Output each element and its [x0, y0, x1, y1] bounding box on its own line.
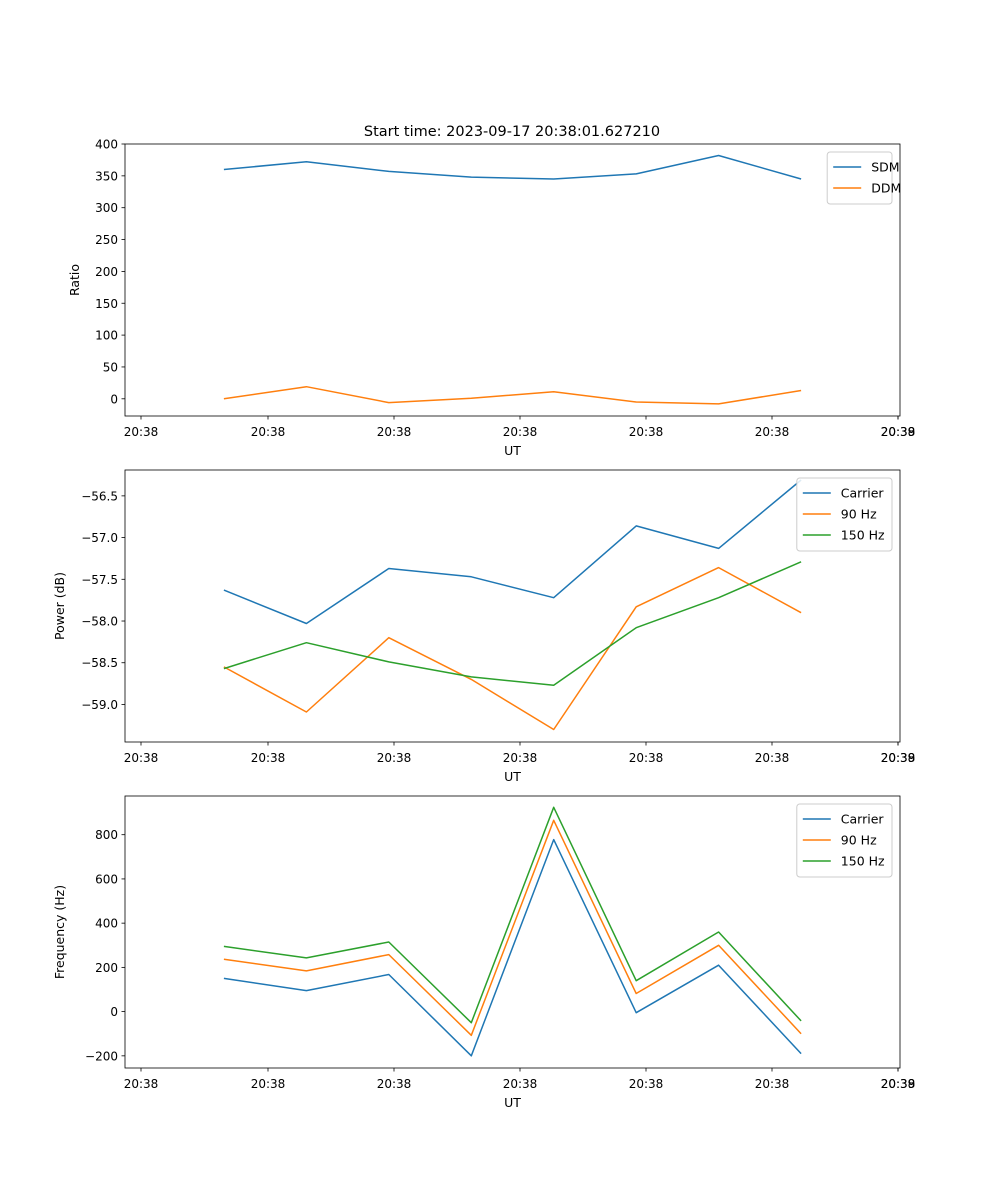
chart-panel-2: −59.0 −58.5 −58.0 −57.5 −57.0 −56.5 20:38 20:38…: [52, 469, 916, 784]
legend: Carrier 90 Hz 150 Hz: [796, 803, 893, 878]
x-tick-label: 20:38: [251, 1077, 286, 1091]
y-tick-label: 350: [95, 169, 118, 183]
y-tick-label: 400: [95, 917, 118, 931]
y-tick-label: 300: [95, 201, 118, 215]
y-tick-label: 250: [95, 233, 118, 247]
x-tick-label: 20:38: [755, 1077, 790, 1091]
figure-title: Start time: 2023-09-17 20:38:01.627210: [364, 124, 660, 140]
y-tick-label: 0: [110, 392, 118, 406]
series-line-ddm: [223, 385, 802, 405]
x-tick-label: 20:38: [124, 425, 159, 439]
y-tick-label: −57.5: [81, 573, 118, 587]
y-tick-label: −200: [85, 1049, 118, 1063]
x-tick-label: 20:38: [251, 751, 286, 765]
x-axis-label: UT: [504, 443, 521, 458]
x-tick-label: 20:38: [629, 751, 664, 765]
legend-box: [826, 151, 893, 205]
legend: Carrier 90 Hz 150 Hz: [796, 477, 893, 552]
series-line-90-hz: [223, 819, 802, 1037]
series-line-carrier: [223, 838, 802, 1057]
x-tick-label: 20:38: [377, 425, 412, 439]
y-tick-label: −58.5: [81, 656, 118, 670]
x-tick-label: 20:38: [377, 1077, 412, 1091]
x-tick-label: 20:38: [881, 751, 916, 765]
y-tick-label: −59.0: [81, 698, 118, 712]
axes-frame: [124, 469, 901, 743]
series-line-sdm: [223, 154, 802, 180]
series-line-carrier: [223, 479, 802, 625]
series-line-150-hz: [223, 806, 802, 1024]
x-tick-label: 20:38: [629, 425, 664, 439]
axes-frame: [124, 143, 901, 417]
x-tick-label: 20:39: [881, 751, 916, 765]
series-line-90-hz: [223, 566, 802, 731]
legend-label: DDM: [871, 181, 901, 196]
x-tick-label: 20:38: [503, 425, 538, 439]
y-axis-label: Frequency (Hz): [52, 885, 67, 979]
y-tick-label: −58.0: [81, 615, 118, 629]
y-tick-label: 800: [95, 828, 118, 842]
x-tick-label: 20:38: [251, 425, 286, 439]
x-tick-label: 20:38: [629, 1077, 664, 1091]
legend-label: 150 Hz: [841, 528, 885, 543]
x-axis-label: UT: [504, 769, 521, 784]
legend-label: Carrier: [841, 812, 885, 827]
x-tick-label: 20:38: [755, 425, 790, 439]
legend-label: SDM: [871, 160, 899, 175]
x-tick-label: 20:38: [503, 1077, 538, 1091]
y-tick-label: 600: [95, 872, 118, 886]
y-tick-label: −57.0: [81, 531, 118, 545]
y-tick-label: 100: [95, 329, 118, 343]
legend-box: [796, 477, 893, 552]
y-tick-label: 50: [103, 360, 118, 374]
x-tick-label: 20:38: [503, 751, 538, 765]
legend: SDM DDM: [826, 151, 901, 205]
x-axis-label: UT: [504, 1095, 521, 1110]
legend-label: Carrier: [841, 486, 885, 501]
legend-label: 90 Hz: [841, 833, 877, 848]
legend-label: 90 Hz: [841, 507, 877, 522]
y-tick-label: 200: [95, 961, 118, 975]
x-tick-label: 20:38: [881, 1077, 916, 1091]
y-tick-label: −56.5: [81, 489, 118, 503]
y-tick-label: 400: [95, 138, 118, 152]
legend-label: 150 Hz: [841, 854, 885, 869]
x-tick-label: 20:38: [377, 751, 412, 765]
x-tick-label: 20:39: [881, 425, 916, 439]
y-tick-label: 0: [110, 1005, 118, 1019]
x-tick-label: 20:38: [124, 751, 159, 765]
y-axis-label: Power (dB): [52, 572, 67, 640]
x-tick-label: 20:38: [124, 1077, 159, 1091]
y-tick-label: 150: [95, 297, 118, 311]
x-tick-label: 20:38: [881, 425, 916, 439]
y-tick-label: 200: [95, 265, 118, 279]
legend-box: [796, 803, 893, 878]
x-tick-label: 20:38: [755, 751, 790, 765]
x-tick-label: 20:39: [881, 1077, 916, 1091]
y-axis-label: Ratio: [67, 264, 82, 296]
series-line-150-hz: [223, 561, 802, 687]
axes-frame: [124, 795, 901, 1069]
